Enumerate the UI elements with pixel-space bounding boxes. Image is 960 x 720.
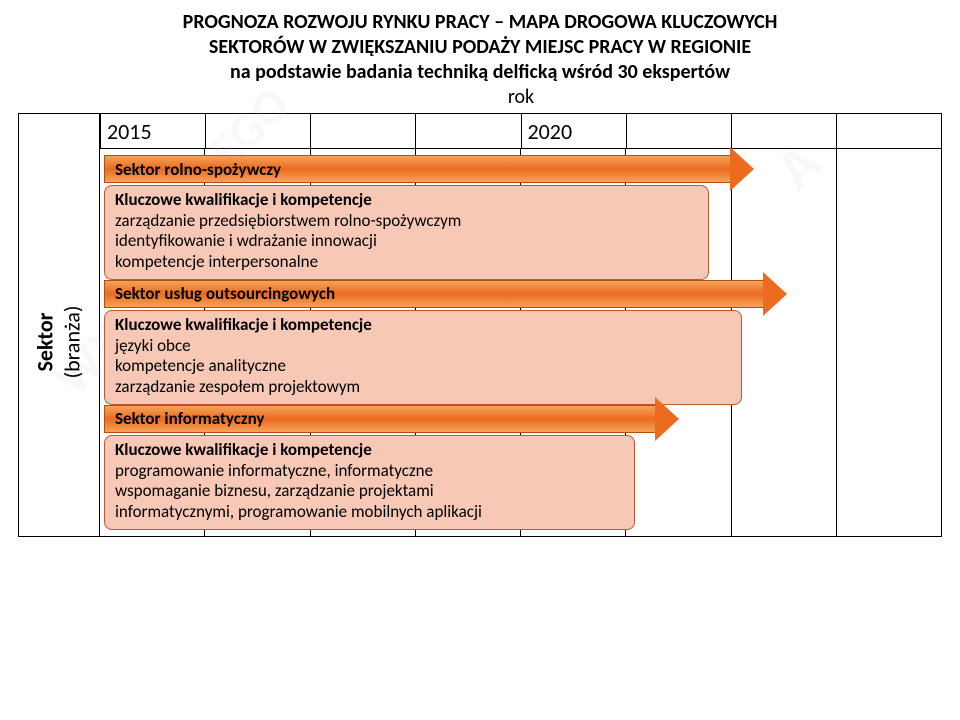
year-col: [731, 114, 836, 148]
arrow-head-icon: [763, 272, 787, 316]
sector-arrow-label: Sektor informatyczny: [104, 405, 659, 433]
axis-col: Sektor (branża): [18, 149, 100, 537]
year-col: [836, 114, 942, 148]
year-col: 2020: [521, 114, 626, 148]
year-grid: 2015 2020: [100, 113, 942, 149]
sector-arrow: Sektor rolno-spożywczy: [104, 155, 734, 183]
arrow-head-icon: [730, 147, 754, 191]
kkik-title: Kluczowe kwalifikacje i kompetencje: [115, 315, 731, 336]
kkik-line: kompetencje interpersonalne: [115, 252, 698, 273]
kkik-box: Kluczowe kwalifikacje i kompetencjejęzyk…: [104, 310, 742, 405]
page-title: PROGNOZA ROZWOJU RYNKU PRACY – MAPA DROG…: [18, 10, 942, 85]
kkik-line: zarządzanie przedsiębiorstwem rolno-spoż…: [115, 211, 698, 232]
sector-arrow-label: Sektor usług outsourcingowych: [104, 280, 767, 308]
year-col: [415, 114, 520, 148]
kkik-box: Kluczowe kwalifikacje i kompetencjeprogr…: [104, 435, 635, 530]
kkik-line: programowanie informatyczne, informatycz…: [115, 461, 624, 482]
main-row: Sektor (branża) Sektor rolno-spożywczyKl…: [18, 149, 942, 537]
sector-block: Sektor usług outsourcingowychKluczowe kw…: [104, 280, 933, 405]
year-row: 2015 2020: [18, 113, 942, 149]
kkik-line: kompetencje analityczne: [115, 356, 731, 377]
sector-arrow: Sektor usług outsourcingowych: [104, 280, 767, 308]
axis-line1: Sektor: [32, 313, 59, 372]
kkik-box: Kluczowe kwalifikacje i kompetencjezarzą…: [104, 185, 709, 280]
sector-arrow: Sektor informatyczny: [104, 405, 659, 433]
sector-block: Sektor informatycznyKluczowe kwalifikacj…: [104, 405, 933, 530]
year-col: [626, 114, 731, 148]
content-inner: Sektor rolno-spożywczyKluczowe kwalifika…: [100, 149, 941, 536]
title-line: na podstawie badania techniką delficką w…: [18, 60, 942, 85]
kkik-title: Kluczowe kwalifikacje i kompetencje: [115, 190, 698, 211]
title-line: SEKTORÓW W ZWIĘKSZANIU PODAŻY MIEJSC PRA…: [18, 35, 942, 60]
rok-label: rok: [100, 85, 942, 109]
content-col: Sektor rolno-spożywczyKluczowe kwalifika…: [100, 149, 942, 537]
title-line: PROGNOZA ROZWOJU RYNKU PRACY – MAPA DROG…: [18, 10, 942, 35]
arrow-head-icon: [655, 397, 679, 441]
year-col: [205, 114, 310, 148]
sector-block: Sektor rolno-spożywczyKluczowe kwalifika…: [104, 155, 933, 280]
year-col: [310, 114, 415, 148]
axis-label: Sektor (branża): [32, 306, 86, 379]
page-root: WYŻSZSKIEGOA PROGNOZA ROZWOJU RYNKU PRAC…: [0, 0, 960, 720]
sector-arrow-label: Sektor rolno-spożywczy: [104, 155, 734, 183]
kkik-line: informatycznymi, programowanie mobilnych…: [115, 502, 624, 523]
axis-line2: (branża): [59, 306, 86, 379]
kkik-line: języki obce: [115, 336, 731, 357]
kkik-line: identyfikowanie i wdrażanie innowacji: [115, 231, 698, 252]
kkik-title: Kluczowe kwalifikacje i kompetencje: [115, 440, 624, 461]
year-col: 2015: [100, 114, 205, 148]
kkik-line: wspomaganie biznesu, zarządzanie projekt…: [115, 481, 624, 502]
kkik-line: zarządzanie zespołem projektowym: [115, 377, 731, 398]
